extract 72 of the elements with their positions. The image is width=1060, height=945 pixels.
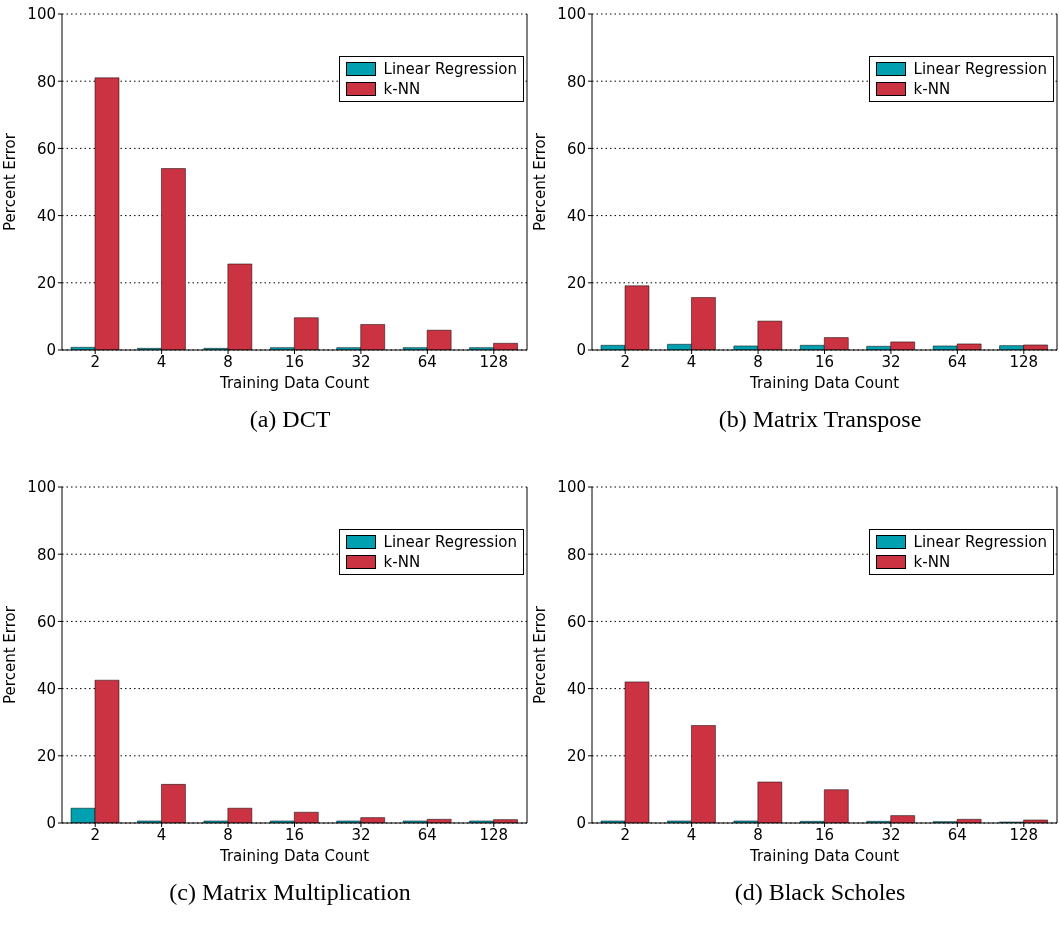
x-tick-label: 32 (351, 825, 371, 844)
x-tick-label: 64 (947, 352, 967, 371)
legend-label: k-NN (383, 79, 421, 99)
x-axis-title: Training Data Count (218, 374, 370, 392)
y-axis-title: Percent Error (1, 132, 20, 231)
y-tick-label: 40 (36, 206, 56, 225)
x-axis-title: Training Data Count (218, 846, 370, 865)
text: (d) Black Scholes (733, 878, 907, 906)
x-tick-label: 4 (686, 352, 697, 371)
x-tick-label: 128 (1009, 825, 1039, 844)
y-tick-label: 0 (46, 813, 56, 832)
legend-label: Linear Regression (383, 531, 517, 552)
text: (c) Matrix Multiplication (168, 878, 412, 906)
y-tick-label: 20 (36, 274, 56, 293)
y-tick-label: 80 (566, 545, 586, 564)
x-tick-label: 16 (814, 825, 835, 844)
x-tick-label: 4 (686, 825, 697, 844)
y-axis-title: Percent Error (531, 132, 550, 231)
x-tick-label: 32 (351, 352, 371, 371)
y-tick-label: 100 (27, 5, 56, 24)
x-tick-label: 8 (753, 825, 763, 844)
y-tick-label: 100 (27, 477, 56, 496)
text: (a) DCT (248, 406, 332, 433)
y-tick-label: 80 (566, 72, 586, 91)
legend-label: k-NN (913, 551, 951, 572)
y-tick-label: 60 (36, 139, 56, 158)
legend-label: Linear Regression (913, 531, 1047, 552)
y-tick-label: 40 (566, 206, 586, 225)
x-axis-title: Training Data Count (748, 374, 900, 392)
x-tick-label: 32 (881, 352, 901, 371)
x-tick-label: 2 (90, 825, 100, 844)
y-tick-label: 100 (557, 477, 586, 496)
x-tick-label: 2 (620, 825, 630, 844)
legend-label: Linear Regression (383, 59, 517, 79)
y-tick-label: 0 (46, 341, 56, 360)
x-tick-label: 4 (156, 825, 167, 844)
x-tick-label: 32 (881, 825, 901, 844)
x-tick-label: 64 (417, 352, 437, 371)
y-tick-label: 60 (36, 612, 56, 631)
y-tick-label: 60 (566, 612, 586, 631)
y-tick-label: 40 (36, 679, 56, 698)
x-tick-label: 16 (284, 352, 305, 371)
legend-label: k-NN (913, 79, 951, 99)
x-tick-label: 8 (753, 352, 763, 371)
y-tick-label: 0 (576, 813, 586, 832)
x-tick-label: 128 (479, 352, 509, 371)
y-tick-label: 80 (36, 545, 56, 564)
x-tick-label: 128 (1009, 352, 1039, 371)
x-tick-label: 2 (90, 352, 100, 371)
y-tick-label: 60 (566, 139, 586, 158)
y-axis-title: Percent Error (1, 604, 20, 704)
y-tick-label: 0 (576, 341, 586, 360)
y-axis-title: Percent Error (531, 604, 550, 704)
x-tick-label: 16 (284, 825, 305, 844)
x-tick-label: 128 (479, 825, 509, 844)
x-tick-label: 64 (947, 825, 967, 844)
x-axis-title: Training Data Count (748, 846, 900, 865)
legend-label: k-NN (383, 551, 421, 572)
x-tick-label: 8 (223, 825, 233, 844)
x-tick-label: 4 (156, 352, 167, 371)
text: (b) Matrix Transpose (717, 406, 923, 433)
x-tick-label: 2 (620, 352, 630, 371)
y-tick-label: 20 (566, 274, 586, 293)
y-tick-label: 100 (557, 5, 586, 24)
y-tick-label: 20 (566, 746, 586, 765)
y-tick-label: 20 (36, 746, 56, 765)
x-tick-label: 8 (223, 352, 233, 371)
x-tick-label: 64 (417, 825, 437, 844)
legend-label: Linear Regression (913, 59, 1047, 79)
x-tick-label: 16 (814, 352, 835, 371)
y-tick-label: 80 (36, 72, 56, 91)
y-tick-label: 40 (566, 679, 586, 698)
